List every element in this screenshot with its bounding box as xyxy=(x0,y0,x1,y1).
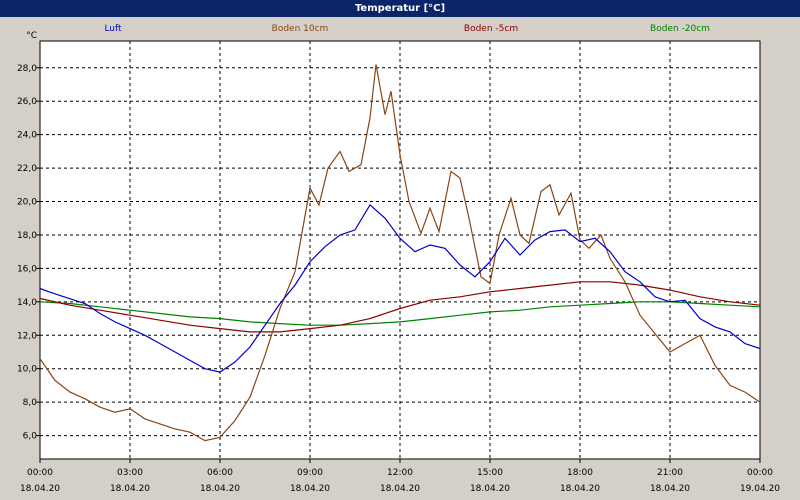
y-tick-label: 24,0 xyxy=(17,131,37,141)
x-tick-time-label: 18:00 xyxy=(567,468,593,478)
y-tick-label: 20,0 xyxy=(17,198,37,208)
temperature-chart: 6,0 8,0 10,0 12,0 14,0 16,0 18,0 20,0 22,0 24,0 26… xyxy=(17,24,780,494)
chart-title: Temperatur [°C] xyxy=(0,0,800,17)
y-tick-label: 14,0 xyxy=(17,298,37,308)
x-tick-date-label: 18.04.20 xyxy=(290,484,330,494)
legend-item-1: Luft xyxy=(104,24,122,34)
y-tick-label: 8,0 xyxy=(23,398,38,408)
y-tick-label: 22,0 xyxy=(17,164,37,174)
x-tick-date-label: 18.04.20 xyxy=(20,484,60,494)
y-tick-label: 28,0 xyxy=(17,64,37,74)
x-tick-time-label: 12:00 xyxy=(387,468,413,478)
y-axis-unit-label: °C xyxy=(26,31,37,41)
x-tick-time-label: 09:00 xyxy=(297,468,323,478)
y-tick-label: 16,0 xyxy=(17,264,37,274)
x-tick-date-label: 19.04.20 xyxy=(740,484,780,494)
y-tick-label: 26,0 xyxy=(17,97,37,107)
x-tick-time-label: 21:00 xyxy=(657,468,683,478)
legend-item-2: Boden 10cm xyxy=(272,24,329,34)
x-tick-date-label: 18.04.20 xyxy=(470,484,510,494)
series-line-boden-5cm xyxy=(39,281,761,333)
x-tick-time-label: 00:00 xyxy=(27,468,53,478)
legend-item-4: Boden -20cm xyxy=(650,24,710,34)
y-tick-label: 6,0 xyxy=(23,432,38,442)
y-tick-label: 18,0 xyxy=(17,231,37,241)
legend-item-3: Boden -5cm xyxy=(464,24,518,34)
y-tick-label: 10,0 xyxy=(17,365,37,375)
x-tick-time-label: 15:00 xyxy=(477,468,503,478)
series-line-boden-10cm xyxy=(39,64,761,442)
x-tick-time-label: 03:00 xyxy=(117,468,143,478)
x-tick-date-label: 18.04.20 xyxy=(650,484,690,494)
series-line-boden-20cm xyxy=(39,301,761,326)
x-tick-date-label: 18.04.20 xyxy=(110,484,150,494)
x-tick-date-label: 18.04.20 xyxy=(560,484,600,494)
y-tick-label: 12,0 xyxy=(17,331,37,341)
x-tick-time-label: 06:00 xyxy=(207,468,233,478)
series-line-luft xyxy=(39,203,761,373)
x-tick-time-label: 00:00 xyxy=(747,468,773,478)
x-tick-date-label: 18.04.20 xyxy=(200,484,240,494)
x-tick-date-label: 18.04.20 xyxy=(380,484,420,494)
